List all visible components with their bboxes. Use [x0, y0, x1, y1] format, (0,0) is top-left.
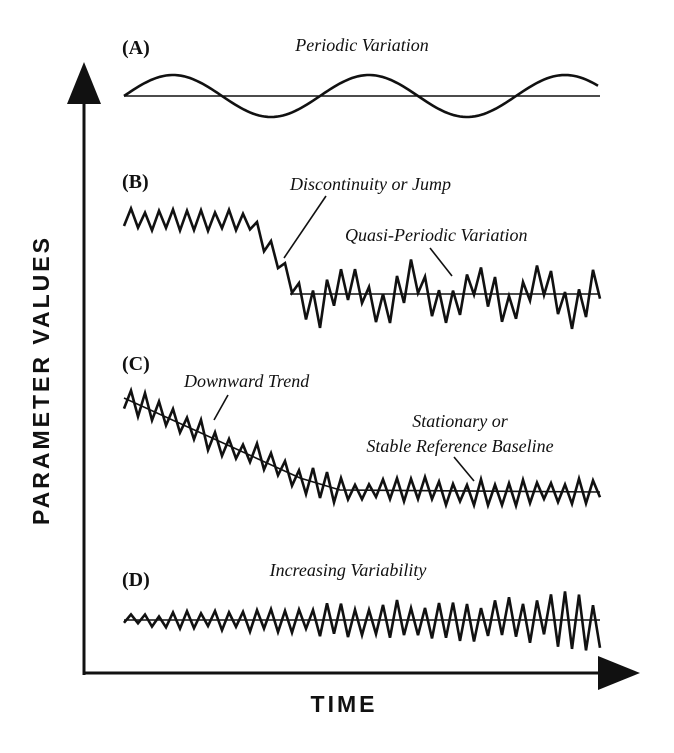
y-axis-label: PARAMETER VALUES [28, 235, 54, 525]
panel-c-baseline-label: Stable Reference Baseline [366, 436, 553, 456]
panel-b-jump-leader [283, 195, 327, 259]
panel-c-trend-trace [122, 386, 602, 511]
panel-c-baseline-leader [453, 456, 475, 482]
panel-a-letter: (A) [122, 37, 150, 59]
panel-c-trend-label: Downward Trend [183, 371, 310, 391]
panel-a-title: Periodic Variation [294, 35, 429, 55]
panel-b-letter: (B) [122, 171, 149, 193]
panel-b-quasi-label: Quasi-Periodic Variation [345, 225, 528, 245]
x-axis-arrowhead [598, 656, 640, 690]
panel-b-quasi-leader [429, 247, 453, 277]
panel-a-periodic-wave [123, 73, 599, 119]
panel-d-letter: (D) [122, 569, 150, 591]
panel-c-trend-leader [213, 394, 229, 421]
x-axis-label: TIME [311, 691, 378, 717]
panel-d-title: Increasing Variability [269, 560, 427, 580]
panel-b-jump-label: Discontinuity or Jump [289, 174, 451, 194]
y-axis-arrowhead [67, 62, 101, 104]
panel-c-letter: (C) [122, 353, 150, 375]
panel-d-variability-trace [123, 591, 602, 651]
panel-c-stationary-label: Stationary or [412, 411, 508, 431]
panel-b-jump-trace [122, 204, 602, 330]
